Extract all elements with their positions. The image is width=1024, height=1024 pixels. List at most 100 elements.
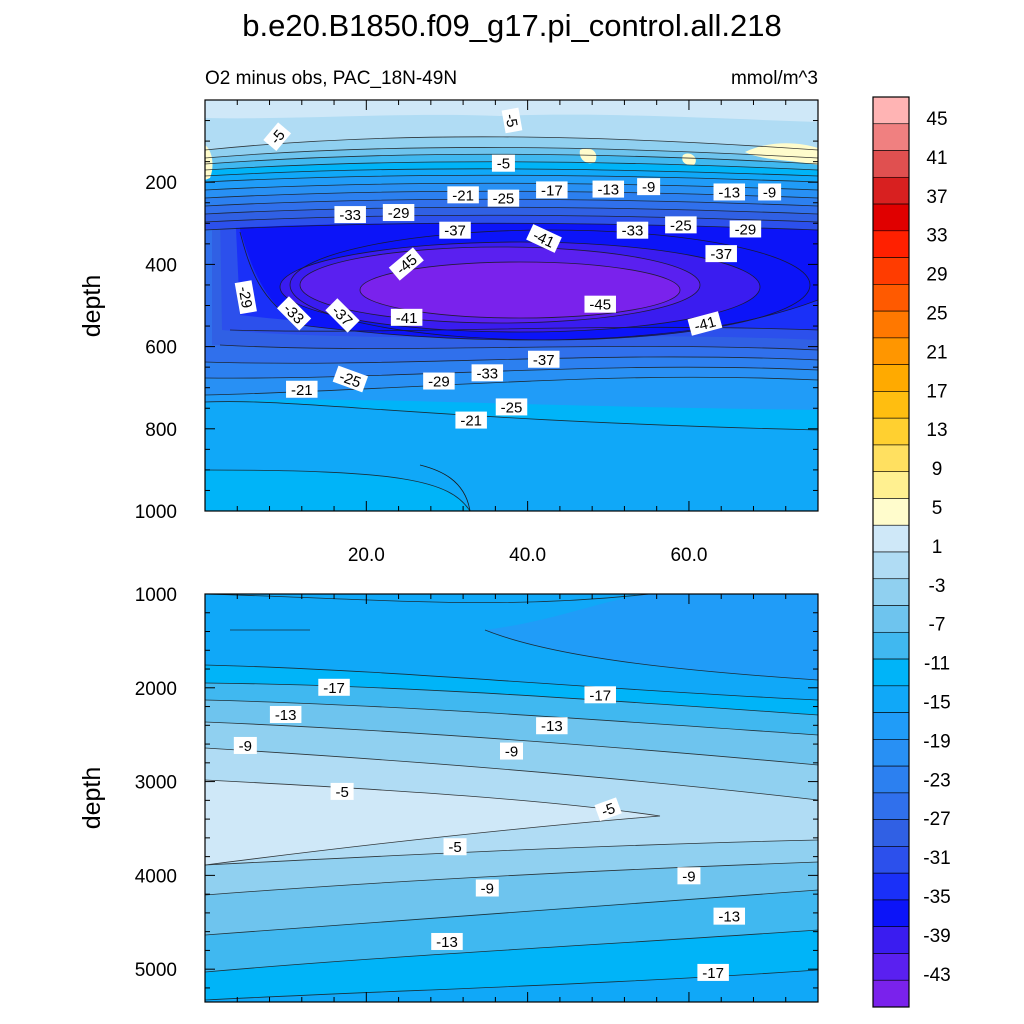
contour-label: -17	[536, 181, 568, 199]
contour-label-text: -25	[337, 368, 363, 391]
contour-label-text: -5	[501, 113, 520, 129]
contour-label-text: -29	[428, 374, 450, 391]
contour-label-text: -13	[275, 707, 297, 724]
contour-label-text: -13	[541, 718, 563, 735]
contour-label-text: -5	[448, 839, 461, 856]
contour-label: -29	[423, 372, 455, 391]
colorbar-label: -39	[923, 926, 950, 947]
colorbar-swatch	[872, 658, 910, 687]
contour-label: -9	[758, 183, 782, 201]
contour-label: -17	[584, 686, 616, 704]
top-subtitle-right: mmol/m^3	[731, 68, 818, 89]
contour-label-text: -9	[682, 868, 695, 885]
contour-label-text: -29	[235, 285, 256, 309]
bottom-y-tick-label: 3000	[135, 773, 177, 794]
colorbar-swatch	[872, 765, 910, 794]
colorbar-swatch	[872, 498, 910, 526]
contour-label: -5	[330, 782, 354, 801]
colorbar-label: -15	[923, 693, 950, 714]
contour-label: -21	[455, 411, 487, 430]
colorbar-label: -19	[923, 731, 950, 752]
colorbar-swatch	[872, 310, 910, 339]
bottom-contour-field	[205, 594, 818, 1002]
bottom-y-axis-label: depth	[78, 767, 106, 830]
contour-label-text: -5	[497, 156, 510, 173]
bottom-y-tick-label: 4000	[135, 866, 177, 887]
contour-label: -33	[616, 221, 649, 240]
contour-label-text: -45	[589, 297, 611, 314]
contour-label: -5	[263, 122, 292, 151]
contour-label: -33	[471, 364, 504, 382]
contour-label: -37	[325, 298, 360, 333]
contour-label: -25	[332, 365, 369, 393]
contour-label-text: -37	[444, 223, 466, 240]
contour-label: -29	[235, 280, 257, 315]
colorbar-label: -35	[923, 887, 950, 908]
top-subtitle-left: O2 minus obs, PAC_18N-49N	[205, 68, 457, 89]
top-y-tick-label: 800	[145, 420, 177, 441]
contour-label: -13	[431, 932, 463, 951]
contour-label: -17	[697, 963, 729, 982]
colorbar-swatch	[872, 578, 910, 606]
colorbar-swatch	[872, 979, 910, 1008]
contour-label: -25	[487, 189, 520, 208]
top-x-tick-label: 60.0	[670, 545, 707, 566]
contour-label: -29	[382, 204, 415, 222]
contour-label: -9	[677, 867, 701, 885]
contour-label-text: -9	[505, 744, 518, 761]
top-x-tick-label: 40.0	[509, 545, 546, 566]
colorbar-label: -27	[923, 809, 950, 830]
top-x-tick-label: 20.0	[348, 545, 385, 566]
colorbar-label: 9	[932, 459, 943, 480]
colorbar-swatch	[872, 926, 910, 954]
colorbar-label: 13	[926, 420, 947, 441]
contour-label-text: -13	[436, 934, 458, 951]
colorbar-swatch	[872, 444, 910, 473]
contour-label-text: -41	[396, 310, 418, 327]
contour-label-text: -17	[702, 965, 724, 982]
contour-label: -9	[637, 178, 661, 196]
contour-label: -37	[528, 350, 560, 369]
colorbar-swatch	[872, 417, 910, 446]
colorbar-label: -23	[923, 770, 950, 791]
bottom-y-tick-label: 1000	[135, 585, 177, 606]
contour-label: -9	[475, 879, 499, 898]
contour-label-text: -9	[239, 738, 252, 755]
contour-label: -13	[713, 907, 746, 926]
contour-label-text: -37	[533, 352, 555, 369]
contour-label-text: -13	[718, 909, 740, 926]
contour-label-text: -13	[597, 182, 619, 199]
colorbar-swatch	[872, 150, 910, 178]
colorbar-swatch	[872, 364, 910, 392]
top-y-tick-label: 600	[145, 338, 177, 359]
contour-label-text: -17	[541, 182, 563, 199]
colorbar-label: 37	[926, 187, 947, 208]
colorbar-swatch	[872, 257, 910, 285]
contour-label-text: -9	[481, 881, 494, 898]
contour-label: -29	[729, 220, 762, 238]
contour-label-text: -29	[388, 205, 410, 222]
colorbar-swatch	[872, 96, 910, 125]
contour-label: -25	[665, 216, 697, 234]
top-y-tick-label: 1000	[135, 502, 177, 523]
colorbar: 45 41 37 33 29 25 21 17 13 9 5 1 -3 -7 -11 -15 -19 -23 -27…	[872, 96, 951, 1008]
contour-label-text: -9	[763, 184, 776, 201]
colorbar-label: 5	[932, 498, 943, 519]
contour-label-text: -41	[693, 313, 718, 335]
contour-label: -13	[592, 180, 625, 199]
contour-label: -21	[447, 186, 479, 204]
contour-label: -33	[334, 206, 366, 224]
colorbar-label: 1	[932, 537, 943, 558]
bottom-contour-labels: -17 -17 -13 -13 -9 -9 -5 -5 -5 -9 -9 -13 -13 -17	[233, 678, 746, 982]
contour-label-text: -33	[339, 207, 361, 224]
colorbar-swatch	[872, 846, 910, 874]
colorbar-swatch	[872, 685, 910, 713]
contour-label: -41	[390, 308, 423, 327]
contour-label-text: -5	[335, 784, 348, 801]
contour-label-text: -9	[642, 179, 655, 196]
contour-label: -13	[269, 705, 302, 724]
bottom-y-tick-label: 2000	[135, 679, 177, 700]
contour-label-text: -37	[710, 246, 732, 263]
